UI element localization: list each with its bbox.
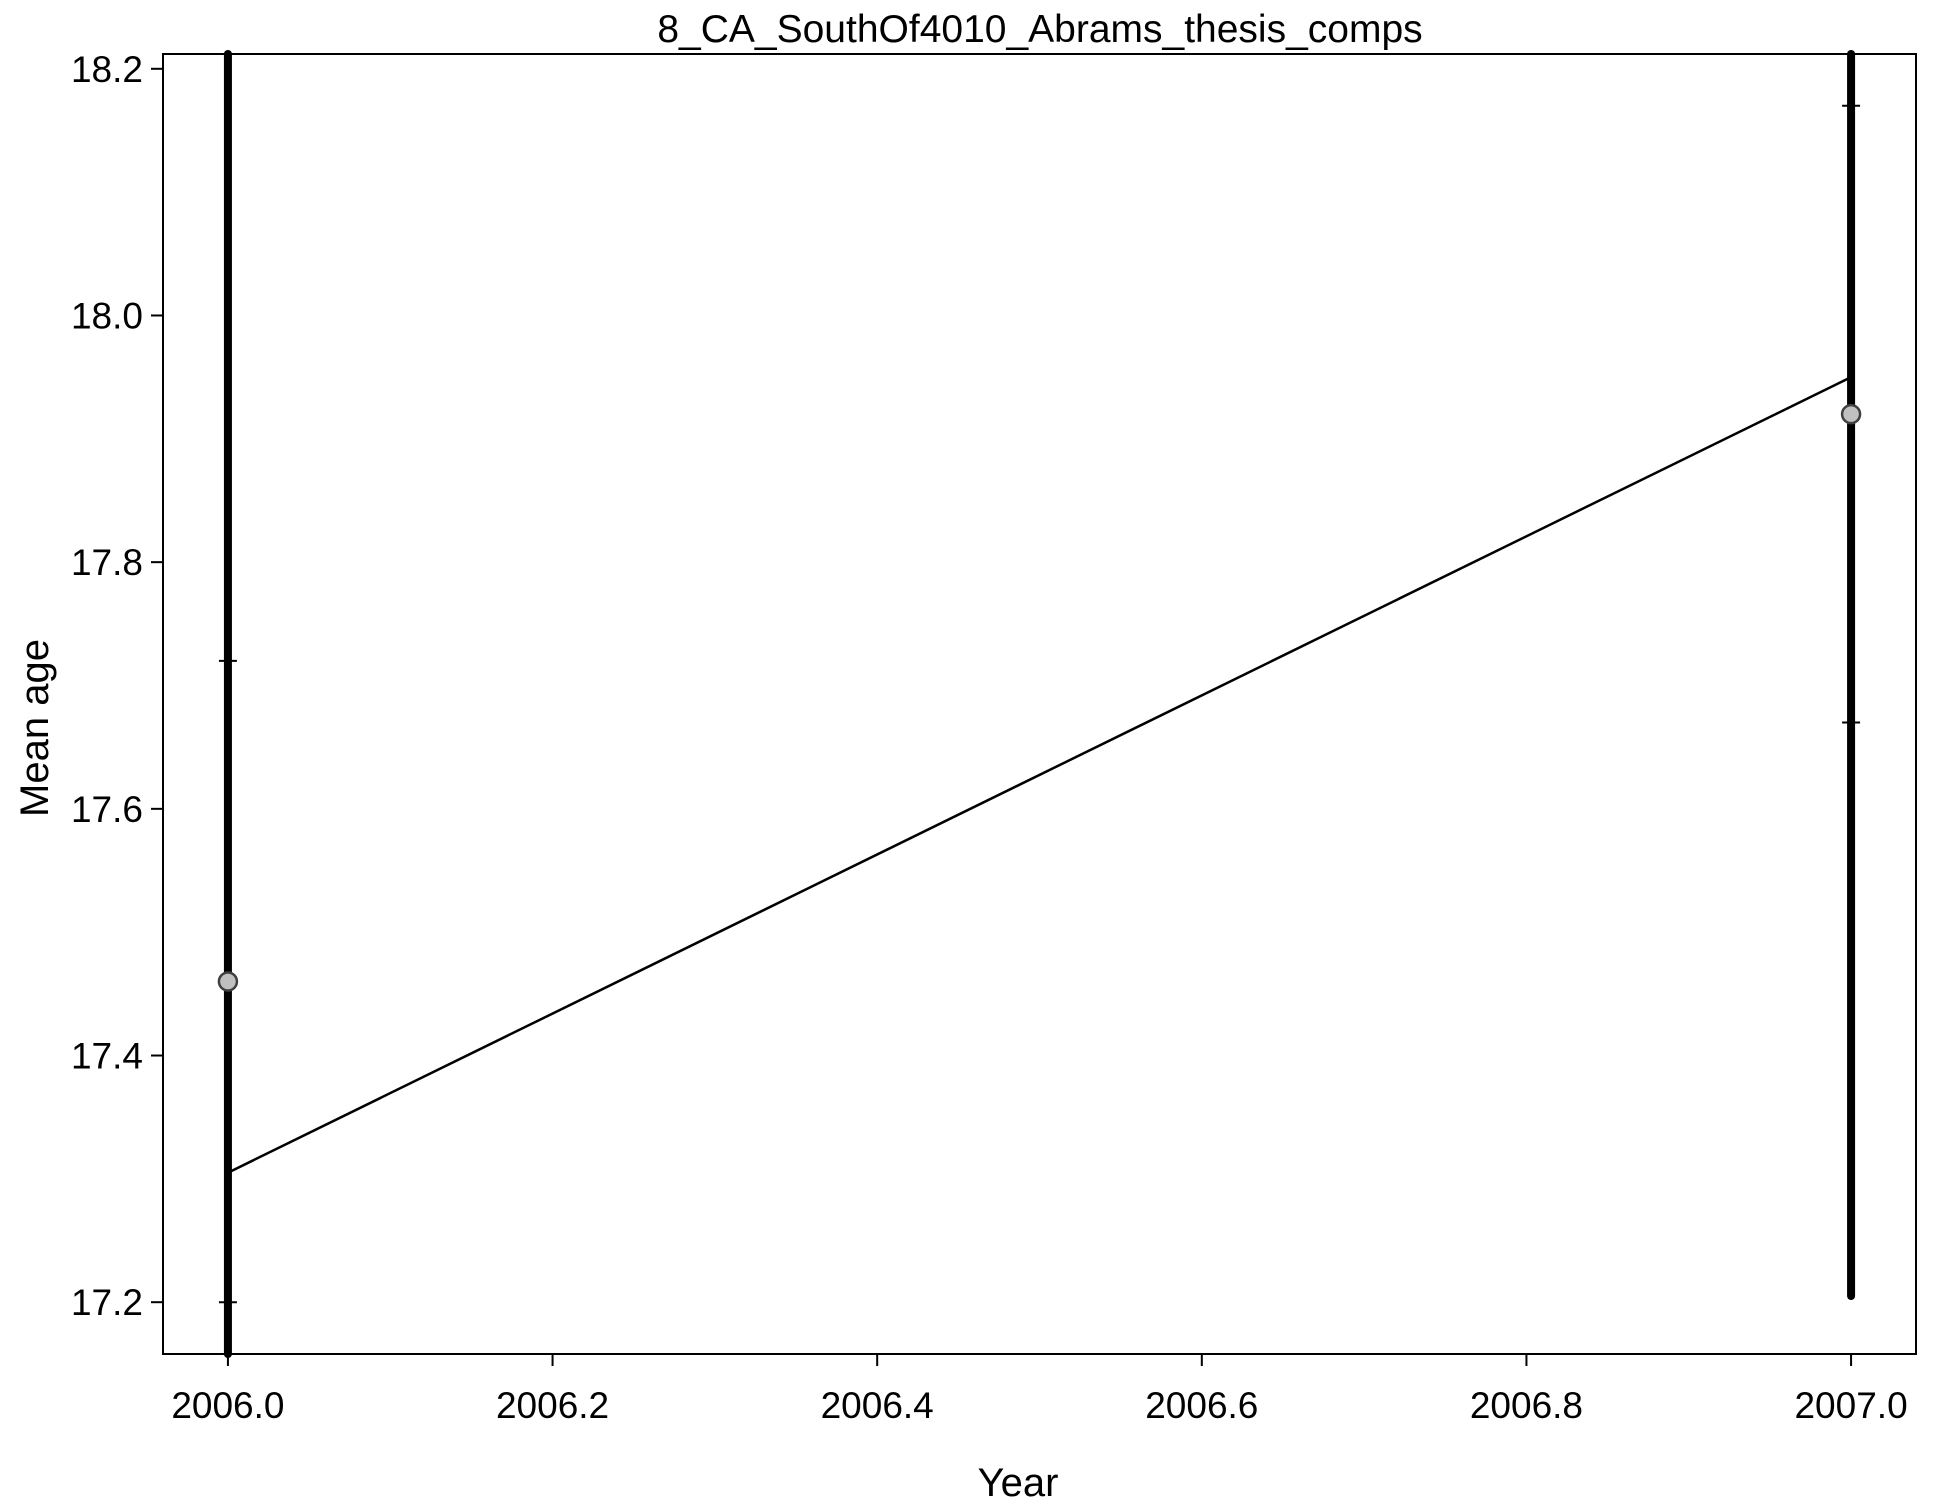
x-tick-label: 2006.4 (821, 1385, 934, 1426)
x-tick-label: 2006.6 (1145, 1385, 1258, 1426)
x-tick-label: 2007.0 (1794, 1385, 1907, 1426)
chart-title: 8_CA_SouthOf4010_Abrams_thesis_comps (657, 8, 1422, 51)
x-tick-label: 2006.2 (496, 1385, 609, 1426)
y-tick-label: 17.6 (71, 789, 143, 830)
axis-ticks: 2006.0 2006.2 2006.4 2006.6 2006.8 2007.0 17.2… (71, 49, 1908, 1426)
expected-line (227, 376, 1852, 1174)
y-tick-label: 17.8 (71, 542, 143, 583)
y-axis-label: Mean age (13, 639, 57, 817)
y-tick-label: 18.0 (71, 295, 143, 336)
observed-point (1840, 403, 1862, 425)
x-axis-label: Year (978, 1461, 1059, 1500)
x-tick-label: 2006.8 (1470, 1385, 1583, 1426)
y-tick-label: 17.2 (71, 1282, 143, 1323)
observed-point (217, 971, 239, 992)
x-tick-label: 2006.0 (171, 1385, 284, 1426)
plot-frame (162, 53, 1917, 1355)
y-tick-label: 17.4 (71, 1036, 143, 1077)
data-layer (217, 50, 1862, 1358)
y-tick-label: 18.2 (71, 49, 143, 90)
